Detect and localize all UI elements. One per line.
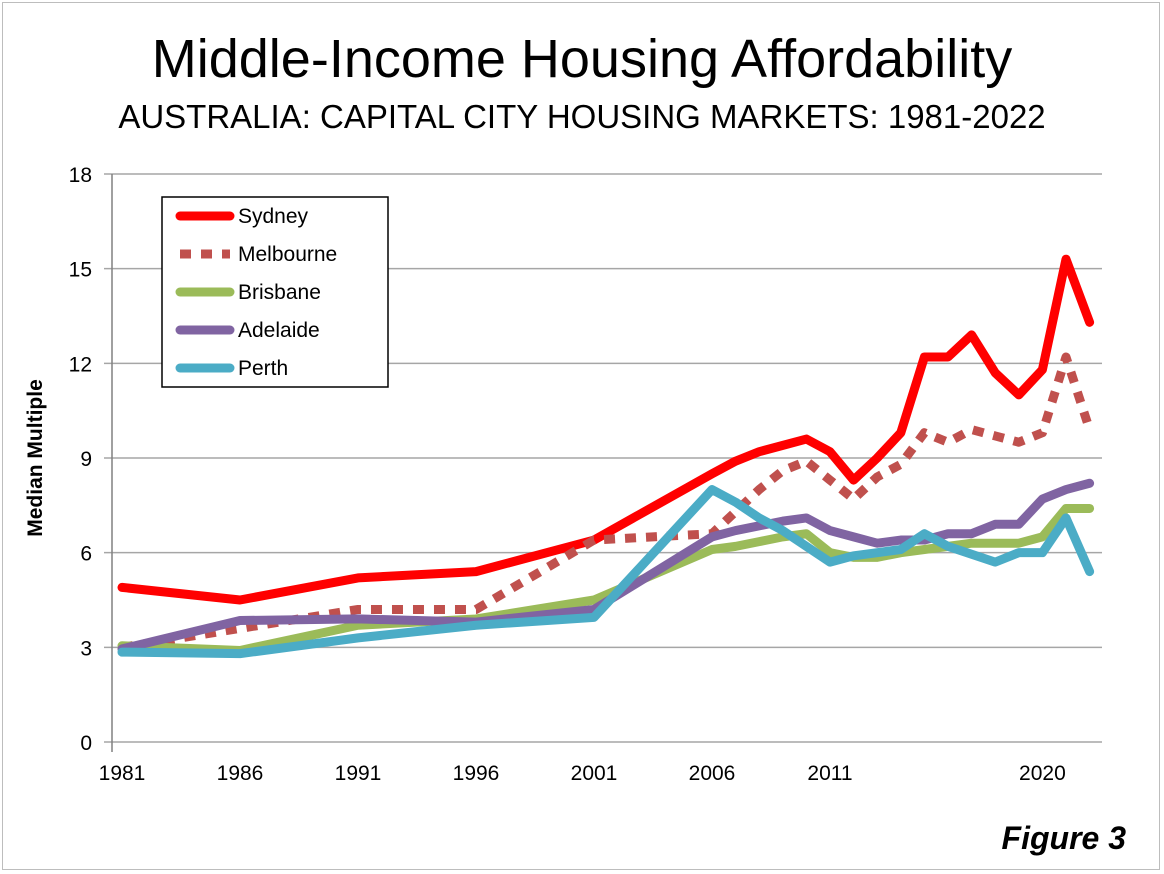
series-line-sydney <box>117 254 1095 605</box>
legend-label: Perth <box>238 357 288 380</box>
series-line-melbourne <box>121 352 1094 652</box>
legend: Sydney Melbourne Brisbane Adelaide Perth <box>161 196 389 388</box>
chart-subtitle: AUSTRALIA: CAPITAL CITY HOUSING MARKETS:… <box>118 98 1046 135</box>
y-tick-label: 18 <box>69 164 92 187</box>
series-line-perth <box>117 485 1095 659</box>
x-tick-label: 1996 <box>453 762 500 785</box>
x-tick-label: 2006 <box>689 762 736 785</box>
figure-label: Figure 3 <box>1001 820 1126 856</box>
y-tick-label: 3 <box>80 637 92 660</box>
legend-label: Melbourne <box>238 243 337 266</box>
series-adelaide <box>117 478 1095 654</box>
y-axis-label: Median Multiple <box>24 379 47 537</box>
y-tick-label: 15 <box>69 259 92 282</box>
y-tick-label: 9 <box>80 448 92 471</box>
legend-label: Adelaide <box>238 319 320 342</box>
y-tick-label: 6 <box>80 543 92 566</box>
x-tick-label: 1986 <box>217 762 264 785</box>
x-tick-label: 2001 <box>571 762 618 785</box>
legend-label: Brisbane <box>238 281 321 304</box>
legend-label: Sydney <box>238 205 309 228</box>
y-tick-label: 0 <box>80 732 92 755</box>
x-tick-label: 2020 <box>1019 762 1066 785</box>
series-perth <box>117 485 1095 659</box>
series-melbourne <box>121 352 1094 652</box>
x-tick-label: 2011 <box>807 762 852 785</box>
x-tick-label: 1991 <box>335 762 382 785</box>
chart-title: Middle-Income Housing Affordability <box>151 29 1013 89</box>
series-line-adelaide <box>117 478 1095 654</box>
y-tick-label: 12 <box>69 353 92 376</box>
x-tick-label: 1981 <box>99 762 146 785</box>
